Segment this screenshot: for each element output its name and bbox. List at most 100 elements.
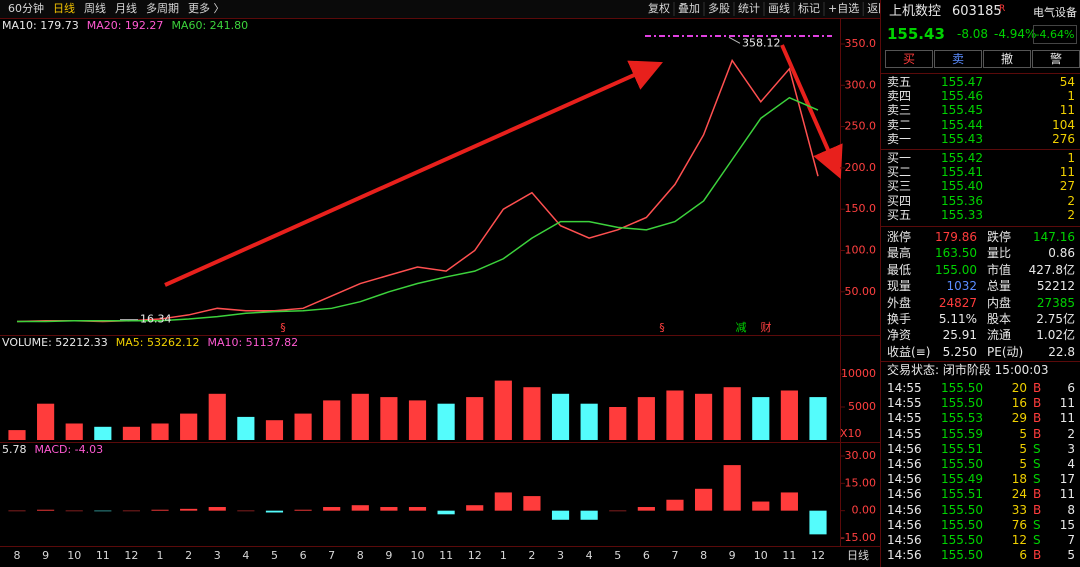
stat-label: 现量 [887, 279, 912, 294]
trade-volume: 5 [1019, 426, 1027, 441]
indicator-bar [723, 465, 741, 511]
stat-value: 0.86 [1048, 246, 1075, 261]
trade-volume: 29 [1011, 411, 1027, 426]
stat-value: 427.8亿 [1028, 262, 1075, 277]
x-tick-label: 3 [214, 549, 221, 562]
y-tick-label: 350.0 [845, 37, 877, 50]
x-tick-label: 6 [643, 549, 650, 562]
trade-button[interactable]: 卖 [934, 50, 982, 68]
trade-side: S [1033, 517, 1041, 532]
stat-value: 155.00 [935, 262, 977, 277]
book-label: 卖三 [887, 103, 912, 118]
indicator-bar [408, 507, 427, 511]
trade-button[interactable]: 买 [885, 50, 933, 68]
trade-volume: 16 [1011, 396, 1027, 411]
period-tab[interactable]: 日线 [53, 1, 75, 15]
indicator-bar [523, 496, 541, 511]
stat-label: 最低 [887, 262, 912, 277]
trade-count: 11 [1059, 411, 1075, 426]
x-tick-label: 12 [468, 549, 482, 562]
indicator-bar [580, 403, 598, 440]
period-label: 日线 [847, 548, 869, 562]
x-tick-label: 1 [500, 549, 507, 562]
stat-value: 22.8 [1048, 344, 1075, 359]
period-tab[interactable]: 周线 [84, 1, 106, 15]
indicator-legend: MA10: 51137.82 [207, 336, 298, 349]
tool-button[interactable]: 叠加 [678, 2, 700, 15]
tool-button[interactable]: 返回 [867, 2, 880, 15]
y-tick-label: 0.00 [852, 504, 877, 517]
trade-count: 2 [1067, 426, 1075, 441]
period-tab[interactable]: 多周期 [146, 1, 179, 15]
trade-side: B [1033, 411, 1042, 426]
trade-time: 14:56 [887, 472, 922, 487]
indicator-bar [180, 508, 198, 511]
price-line [17, 96, 819, 323]
tool-button[interactable]: 多股 [708, 1, 730, 15]
tool-button[interactable]: 统计 [738, 2, 760, 15]
tool-button[interactable]: +自选 [828, 2, 859, 15]
x-tick-label: 12 [124, 549, 138, 562]
toolbar-bg [0, 0, 880, 18]
book-price: 155.42 [941, 151, 983, 165]
indicator-bar [609, 407, 627, 440]
stat-label: PE(动) [987, 344, 1024, 359]
stat-label: 涨停 [887, 230, 912, 244]
indicator-bar [551, 510, 570, 520]
stat-label: 内盘 [987, 295, 1012, 310]
trade-time: 14:56 [887, 517, 922, 532]
book-volume: 276 [1052, 131, 1075, 146]
book-price: 155.40 [941, 179, 983, 194]
tool-button[interactable]: 复权 [648, 1, 670, 15]
trade-time: 14:55 [887, 411, 922, 426]
indicator-legend: MACD: -4.03 [35, 443, 104, 456]
trade-side: S [1033, 472, 1041, 487]
indicator-bar [466, 505, 484, 511]
period-tab[interactable]: 60分钟 [8, 1, 44, 15]
tool-button[interactable]: 标记 [798, 1, 820, 15]
x-tick-label: 8 [14, 549, 21, 562]
separator [881, 361, 1080, 362]
indicator-bar [437, 403, 455, 440]
indicator-bar [323, 507, 341, 511]
period-tab[interactable]: 月线 [115, 1, 137, 15]
event-marker: 财 [761, 320, 772, 334]
trade-button[interactable]: 警 [1032, 50, 1080, 68]
settings-icons [816, 19, 836, 31]
x-tick-label: 5 [271, 549, 278, 562]
trade-time: 14:55 [887, 396, 922, 411]
indicator-bar [265, 420, 284, 440]
stat-label: 股本 [987, 312, 1012, 326]
indicator-bar [694, 488, 713, 511]
trade-price: 155.51 [941, 487, 983, 502]
x-tick-label: 11 [439, 549, 453, 562]
trade-volume: 18 [1011, 472, 1027, 487]
indicator-bar [809, 397, 827, 440]
book-label: 卖一 [887, 131, 912, 146]
period-tab[interactable]: 更多 〉 [188, 1, 225, 15]
trade-button[interactable]: 撤 [983, 50, 1031, 68]
tool-button[interactable]: 画线 [768, 1, 790, 15]
indicator-bar [723, 387, 741, 440]
book-label: 买五 [887, 207, 912, 222]
trade-volume: 20 [1011, 381, 1027, 395]
indicator-bar [466, 397, 484, 440]
trade-side: S [1033, 441, 1041, 456]
book-label: 买四 [887, 193, 912, 208]
indicator-legend: 5.78 [2, 443, 27, 456]
trade-volume: 5 [1019, 441, 1027, 456]
volume-unit: X10 [840, 427, 862, 440]
indicator-bar [294, 413, 312, 440]
stat-value: 27385 [1036, 295, 1075, 310]
indicator-bar [752, 397, 770, 440]
trade-volume: 76 [1011, 517, 1027, 532]
trade-count: 17 [1059, 472, 1075, 487]
indicator-bar [122, 426, 141, 440]
y-tick-label: 150.0 [845, 202, 877, 215]
indicator-bar [666, 499, 684, 511]
book-price: 155.36 [941, 193, 983, 208]
trade-price: 155.53 [941, 411, 983, 426]
trade-side: B [1033, 396, 1042, 411]
indicator-bar [437, 510, 455, 515]
